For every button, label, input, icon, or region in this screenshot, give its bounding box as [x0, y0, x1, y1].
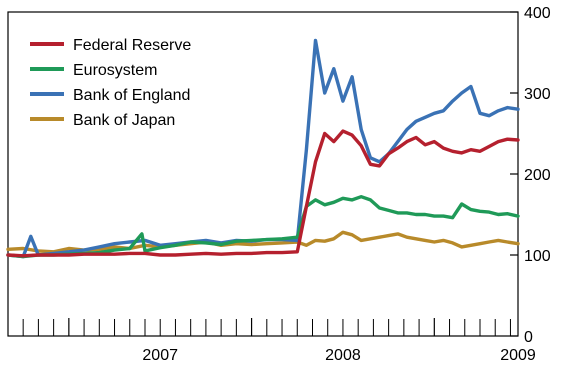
legend-label: Bank of England	[73, 87, 190, 104]
legend-label: Federal Reserve	[73, 37, 191, 54]
x-tick-label: 2007	[142, 347, 178, 364]
series-line-federal-reserve	[6, 129, 520, 258]
x-tick-label: 2009	[500, 347, 536, 364]
x-axis: 2007 2008 2009	[142, 347, 535, 364]
y-tick-label: 100	[524, 248, 551, 265]
x-minor-ticks	[22, 318, 511, 336]
legend: Federal Reserve Eurosystem Bank of England…	[30, 37, 191, 129]
series-lines	[6, 38, 520, 259]
y-tick-label: 200	[524, 167, 551, 184]
y-axis: 0 100 200 300 400	[510, 5, 551, 346]
y-tick-label: 300	[524, 86, 551, 103]
y-tick-label: 400	[524, 5, 551, 22]
y-tick-label: 0	[524, 329, 533, 346]
x-tick-label: 2008	[325, 347, 361, 364]
plot-area	[7, 11, 519, 337]
series-line-eurosystem	[6, 194, 520, 259]
legend-label: Bank of Japan	[73, 112, 175, 129]
series-line-bank-of-england	[6, 38, 520, 259]
series-line-bank-of-japan	[6, 230, 520, 254]
legend-label: Eurosystem	[73, 62, 157, 79]
